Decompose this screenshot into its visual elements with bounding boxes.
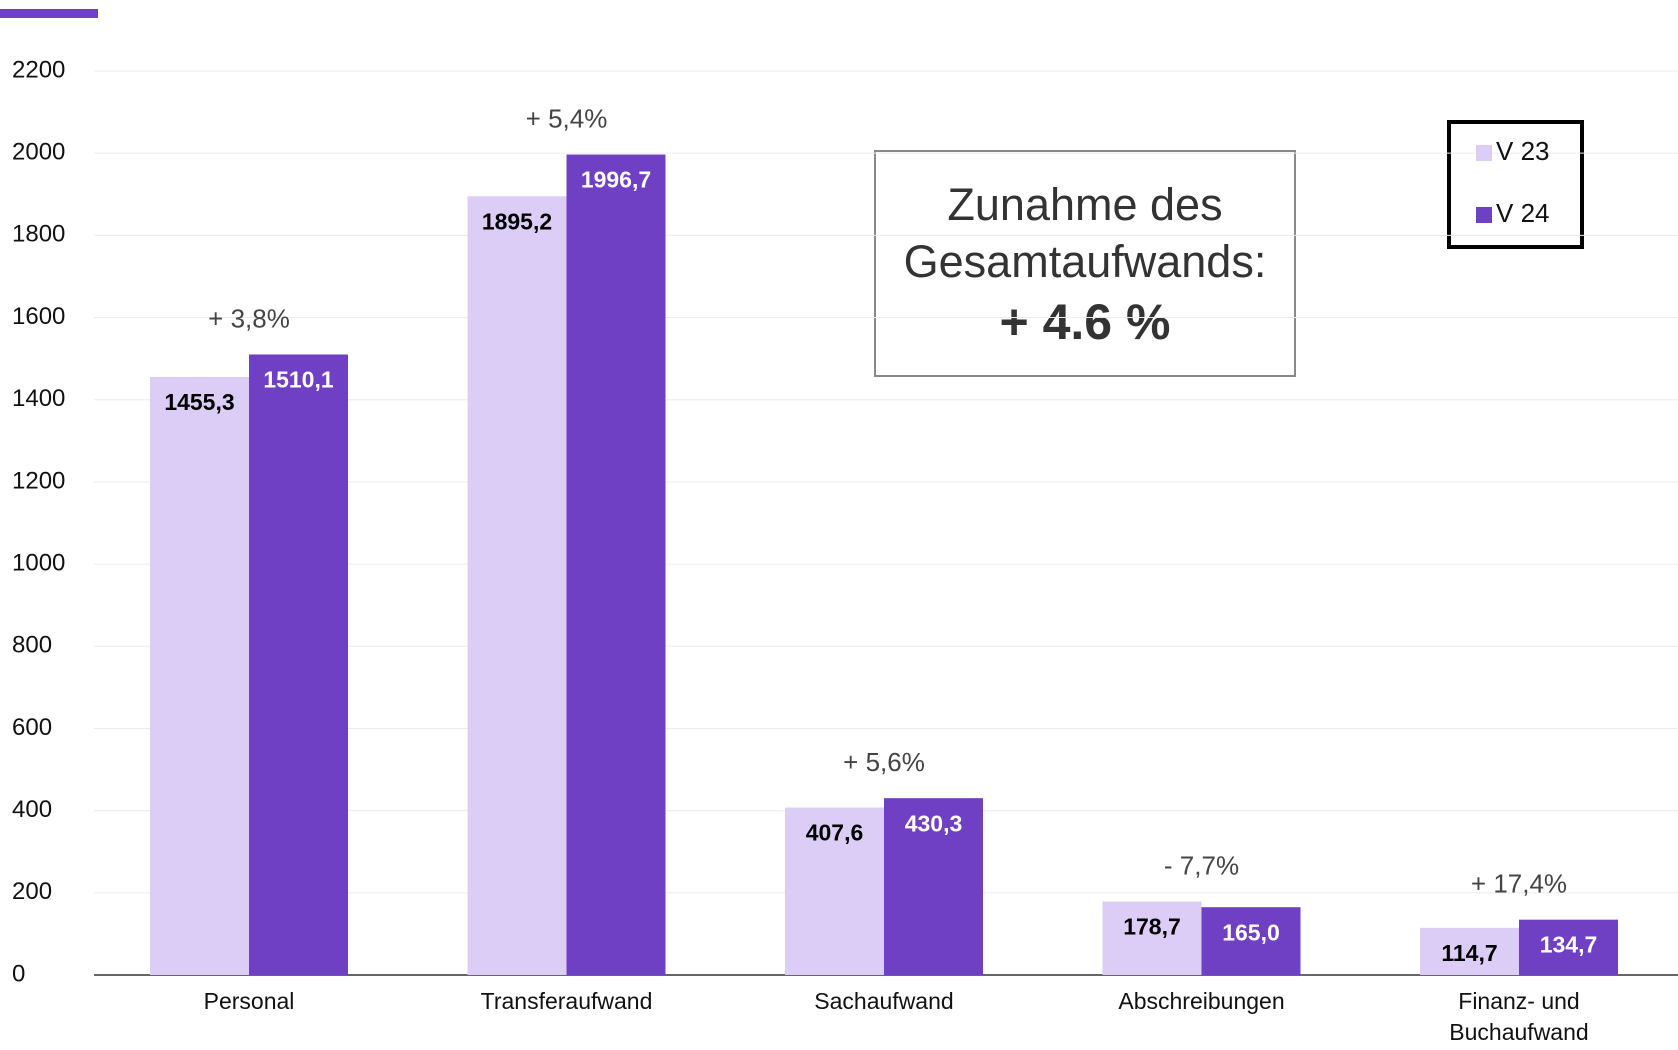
legend: [1447, 120, 1584, 249]
bar: [1102, 901, 1202, 975]
change-label: + 3,8%: [208, 303, 290, 333]
data-label: 1455,3: [164, 389, 234, 415]
y-tick-label: 400: [12, 796, 52, 823]
x-tick-label: Personal: [203, 988, 295, 1014]
change-label: - 7,7%: [1164, 850, 1239, 880]
x-tick-label: Sachaufwand: [814, 988, 954, 1014]
data-label: 114,7: [1441, 940, 1497, 966]
bar: [785, 807, 884, 975]
y-tick-label: 1200: [12, 467, 65, 494]
textbox-line: Zunahme des: [947, 179, 1222, 230]
y-tick-label: 1800: [12, 221, 65, 248]
data-label: 134,7: [1540, 932, 1598, 958]
y-tick-label: 0: [12, 960, 25, 987]
y-tick-label: 800: [12, 632, 52, 659]
change-label: + 5,6%: [843, 747, 925, 777]
bar: [1420, 927, 1519, 975]
legend-swatch: [1476, 207, 1492, 223]
y-tick-label: 1000: [12, 549, 65, 576]
textbox-line: Gesamtaufwands:: [904, 236, 1267, 287]
change-label: + 5,4%: [526, 103, 608, 133]
data-label: 1895,2: [482, 208, 552, 234]
y-tick-label: 1400: [12, 385, 65, 412]
x-tick-label: Abschreibungen: [1118, 988, 1285, 1014]
bar: [467, 196, 567, 975]
x-tick-label: Transferaufwand: [480, 988, 653, 1014]
bar: [884, 798, 983, 975]
data-label: 407,6: [806, 820, 864, 846]
bar: [249, 354, 348, 975]
y-tick-label: 200: [12, 878, 52, 905]
legend-label: V 24: [1496, 198, 1550, 228]
data-label: 1996,7: [581, 167, 651, 193]
y-tick-label: 2200: [12, 56, 65, 83]
textbox: [874, 150, 1296, 377]
y-tick-label: 1600: [12, 303, 65, 330]
data-label: 165,0: [1222, 919, 1280, 945]
x-tick-label: Finanz- und Buchaufwand: [1449, 988, 1589, 1045]
bar: [566, 154, 666, 975]
bar: [1519, 919, 1618, 975]
legend-swatch: [1476, 145, 1492, 161]
textbox-emphasis: + 4.6 %: [1000, 294, 1171, 350]
y-tick-label: 2000: [12, 139, 65, 166]
change-label: + 17,4%: [1471, 869, 1567, 899]
bar: [1201, 907, 1301, 975]
data-label: 1510,1: [263, 367, 334, 393]
data-label: 178,7: [1123, 914, 1181, 940]
bar: [150, 377, 249, 975]
accent-bar: [0, 9, 98, 18]
data-label: 430,3: [905, 810, 963, 836]
y-tick-label: 600: [12, 714, 52, 741]
legend-label: V 23: [1496, 136, 1550, 166]
